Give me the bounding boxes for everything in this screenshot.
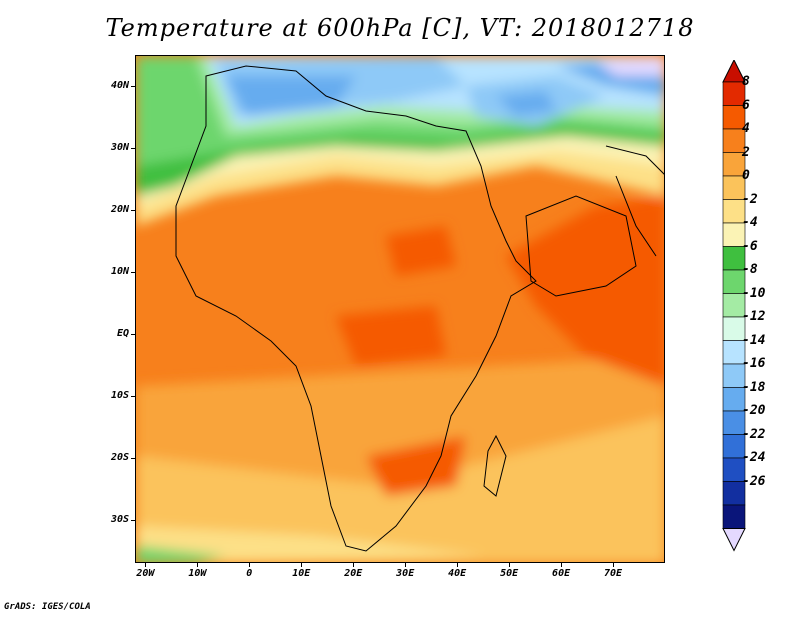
map-title: Temperature at 600hPa [C], VT: 201801271… [105,14,695,42]
latitude-tick [131,271,135,273]
latitude-label: 30N [110,141,129,153]
colorbar-label: 0 [742,168,750,183]
footer-credit: GrADS: IGES/COLA [4,602,91,612]
longitude-tick [405,563,407,567]
colorbar-label: -6 [742,238,758,254]
longitude-label: 50E [500,568,519,579]
longitude-tick [197,563,199,567]
colorbar-label: -2 [742,191,758,207]
latitude-tick [131,457,135,459]
colorbar-label: -24 [742,450,766,465]
latitude-label: EQ [116,327,129,339]
colorbar-label: -20 [742,403,766,418]
coastlines [175,65,664,552]
latitude-label: 30S [110,513,129,525]
colorbar-label: -8 [742,262,758,277]
longitude-label: 70E [604,568,623,579]
colorbar-label: -4 [742,215,758,230]
latitude-label: 20S [110,451,129,463]
latitude-label: 10N [110,265,129,277]
colorbar-label: -12 [742,309,766,324]
map-canvas [136,56,664,562]
colorbar-label: -14 [742,332,766,348]
colorbar-label: 2 [742,144,750,160]
longitude-tick [561,563,563,567]
temperature-map [135,55,665,563]
colorbar-label: 4 [742,121,750,136]
latitude-label: 40N [110,79,129,91]
colorbar-label: 8 [742,74,750,89]
longitude-label: 0 [246,568,253,579]
longitude-label: 40E [448,568,467,579]
colorbar-label: -10 [742,285,766,301]
latitude-tick [131,333,135,335]
longitude-label: 10W [188,568,207,579]
longitude-tick [353,563,355,567]
colorbar [722,60,746,552]
longitude-tick [509,563,511,567]
longitude-label: 30E [396,568,415,579]
colorbar-label: -18 [742,379,766,395]
longitude-tick [145,563,147,567]
colorbar-label: -26 [742,473,766,489]
colorbar-label: -22 [742,426,766,442]
latitude-tick [131,209,135,211]
colorbar-label: -16 [742,356,766,371]
latitude-tick [131,519,135,521]
longitude-label: 60E [552,568,571,579]
temperature-field [136,56,664,562]
latitude-tick [131,395,135,397]
latitude-label: 10S [110,389,129,401]
colorbar-segment [722,504,746,529]
longitude-tick [613,563,615,567]
longitude-tick [457,563,459,567]
latitude-tick [131,147,135,149]
latitude-label: 20N [110,203,129,215]
longitude-label: 20E [344,568,363,579]
longitude-label: 20W [136,568,155,579]
colorbar-bottom-arrow [722,528,746,552]
longitude-tick [301,563,303,567]
latitude-tick [131,85,135,87]
longitude-label: 10E [292,568,311,579]
longitude-tick [249,563,251,567]
colorbar-label: 6 [742,97,750,113]
